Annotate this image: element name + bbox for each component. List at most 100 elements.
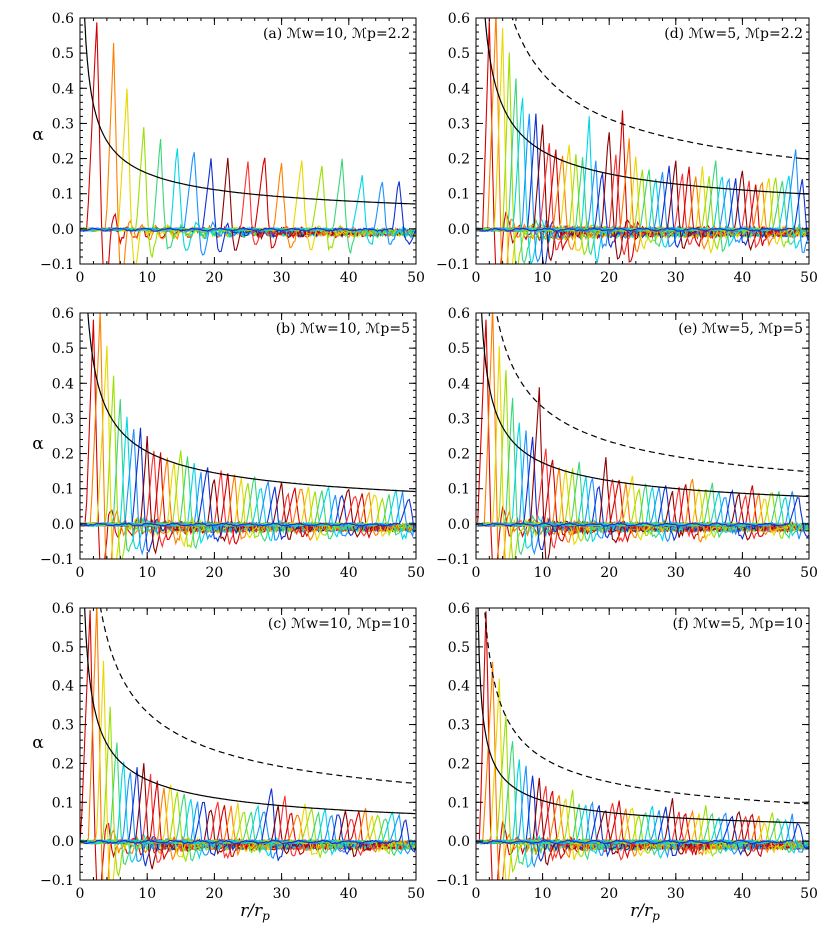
- y-tick-label: 0.1: [52, 482, 74, 498]
- y-tick-label: −0.1: [436, 257, 470, 273]
- plot-area-a: [80, 18, 416, 264]
- panel-f: 0 10 20 30 40 50 −0.1 0.0 0.1 0.2 0.3 0.4 0.5 0.6 (f) …: [436, 601, 818, 902]
- series-c-45: [80, 811, 416, 855]
- y-tick-label: 0.3: [52, 116, 74, 132]
- frame-a: [79, 17, 417, 265]
- x-tick-label: 40: [340, 565, 358, 581]
- panel-e: 0 10 20 30 40 50 −0.1 0.0 0.1 0.2 0.3 0.4 0.5 0.6 (e) …: [436, 306, 818, 581]
- y-tick-label: 0.2: [448, 447, 470, 463]
- x-tick-label: 20: [205, 270, 223, 286]
- envelope-dashed-e: [495, 313, 809, 473]
- x-tick-label: 0: [472, 886, 481, 902]
- panel-d: 0 10 20 30 40 50 −0.1 0.0 0.1 0.2 0.3 0.4 0.5 0.6 (d) …: [436, 11, 818, 286]
- y-axis-label-b: α: [32, 434, 44, 454]
- x-tick-label: 40: [733, 270, 751, 286]
- y-tick-label: 0.6: [448, 11, 470, 27]
- y-tick-label: 0.2: [52, 447, 74, 463]
- y-tick-label: 0.4: [52, 376, 74, 392]
- plot-area-b: [80, 313, 416, 559]
- y-tick-label: −0.1: [40, 257, 74, 273]
- series-e-47: [476, 497, 809, 538]
- x-tick-label: 10: [138, 270, 156, 286]
- series-a-2: [80, 88, 416, 264]
- y-tick-label: 0.5: [448, 341, 470, 357]
- series-c-1: [80, 608, 416, 880]
- y-tick-label: 0.3: [52, 718, 74, 734]
- y-tick-label: −0.1: [436, 552, 470, 568]
- x-tick-label: 30: [273, 270, 291, 286]
- y-tick-label: 0.4: [52, 679, 74, 695]
- y-tick-label: 0.2: [448, 756, 470, 772]
- plot-area-d: [476, 18, 809, 264]
- x-tick-label: 30: [273, 565, 291, 581]
- frame-f: [475, 607, 810, 881]
- x-tick-label: 10: [534, 565, 552, 581]
- series-d-1: [476, 18, 809, 264]
- y-tick-label: 0.5: [448, 46, 470, 62]
- x-tick-label: 10: [138, 886, 156, 902]
- frame-d: [475, 17, 810, 265]
- envelope-solid-a: [84, 18, 416, 205]
- x-tick-label: 30: [667, 270, 685, 286]
- y-tick-label: 0.6: [448, 601, 470, 617]
- x-tick-label: 10: [138, 565, 156, 581]
- envelope-dashed-d: [511, 18, 809, 160]
- frame-e: [475, 312, 810, 560]
- frame-b: [79, 312, 417, 560]
- x-tick-label: 20: [600, 886, 618, 902]
- x-tick-label: 0: [76, 270, 85, 286]
- y-tick-label: 0.5: [52, 46, 74, 62]
- y-tick-label: 0.3: [448, 718, 470, 734]
- x-tick-label: 0: [76, 886, 85, 902]
- series-f-0: [476, 611, 809, 880]
- series-d-47: [476, 178, 809, 241]
- x-axis-label-left: r/rp: [240, 901, 270, 923]
- y-tick-label: 0.0: [52, 222, 74, 238]
- x-tick-label: 50: [407, 886, 425, 902]
- x-tick-label: 50: [800, 270, 818, 286]
- envelope-dashed-f: [484, 608, 809, 805]
- series-a-0: [80, 22, 416, 264]
- x-tick-label: 50: [407, 565, 425, 581]
- y-tick-label: 0.6: [52, 306, 74, 322]
- y-tick-label: 0.1: [52, 795, 74, 811]
- x-tick-label: 20: [205, 565, 223, 581]
- plot-area-c: [80, 608, 416, 880]
- plot-area-f: [476, 608, 809, 880]
- y-tick-label: 0.1: [448, 482, 470, 498]
- y-tick-label: 0.5: [52, 341, 74, 357]
- y-tick-label: −0.1: [436, 873, 470, 889]
- x-tick-label: 20: [600, 270, 618, 286]
- y-tick-label: 0.1: [448, 795, 470, 811]
- y-tick-label: 0.2: [52, 152, 74, 168]
- y-tick-label: 0.4: [448, 81, 470, 97]
- y-tick-label: 0.0: [52, 834, 74, 850]
- panel-b: 0 10 20 30 40 50 −0.1 0.0 0.1 0.2 0.3 0.4 0.5 0.6 (b) …: [40, 306, 425, 581]
- y-tick-label: 0.6: [448, 306, 470, 322]
- envelope-solid-c: [84, 608, 416, 815]
- series-a-17: [80, 181, 416, 246]
- x-tick-label: 20: [600, 565, 618, 581]
- series-f-47: [476, 822, 809, 850]
- envelope-solid-f: [477, 608, 809, 824]
- y-tick-label: 0.2: [448, 152, 470, 168]
- series-b-47: [80, 498, 416, 533]
- y-tick-label: 0.1: [448, 187, 470, 203]
- x-tick-label: 30: [667, 565, 685, 581]
- envelope-solid-e: [481, 313, 809, 498]
- y-tick-label: 0.0: [52, 517, 74, 533]
- series-b-1: [80, 313, 416, 559]
- plot-area-e: [476, 313, 809, 559]
- panel-title-b: (b) ℳw=10, ℳp=5: [276, 321, 410, 337]
- y-tick-label: 0.6: [52, 11, 74, 27]
- y-tick-label: 0.6: [52, 601, 74, 617]
- y-tick-label: 0.4: [52, 81, 74, 97]
- y-tick-label: −0.1: [40, 552, 74, 568]
- x-tick-label: 50: [407, 270, 425, 286]
- series-c-0: [80, 610, 416, 880]
- y-tick-label: 0.5: [52, 640, 74, 656]
- x-tick-label: 30: [273, 886, 291, 902]
- y-tick-label: 0.1: [52, 187, 74, 203]
- y-tick-label: −0.1: [40, 873, 74, 889]
